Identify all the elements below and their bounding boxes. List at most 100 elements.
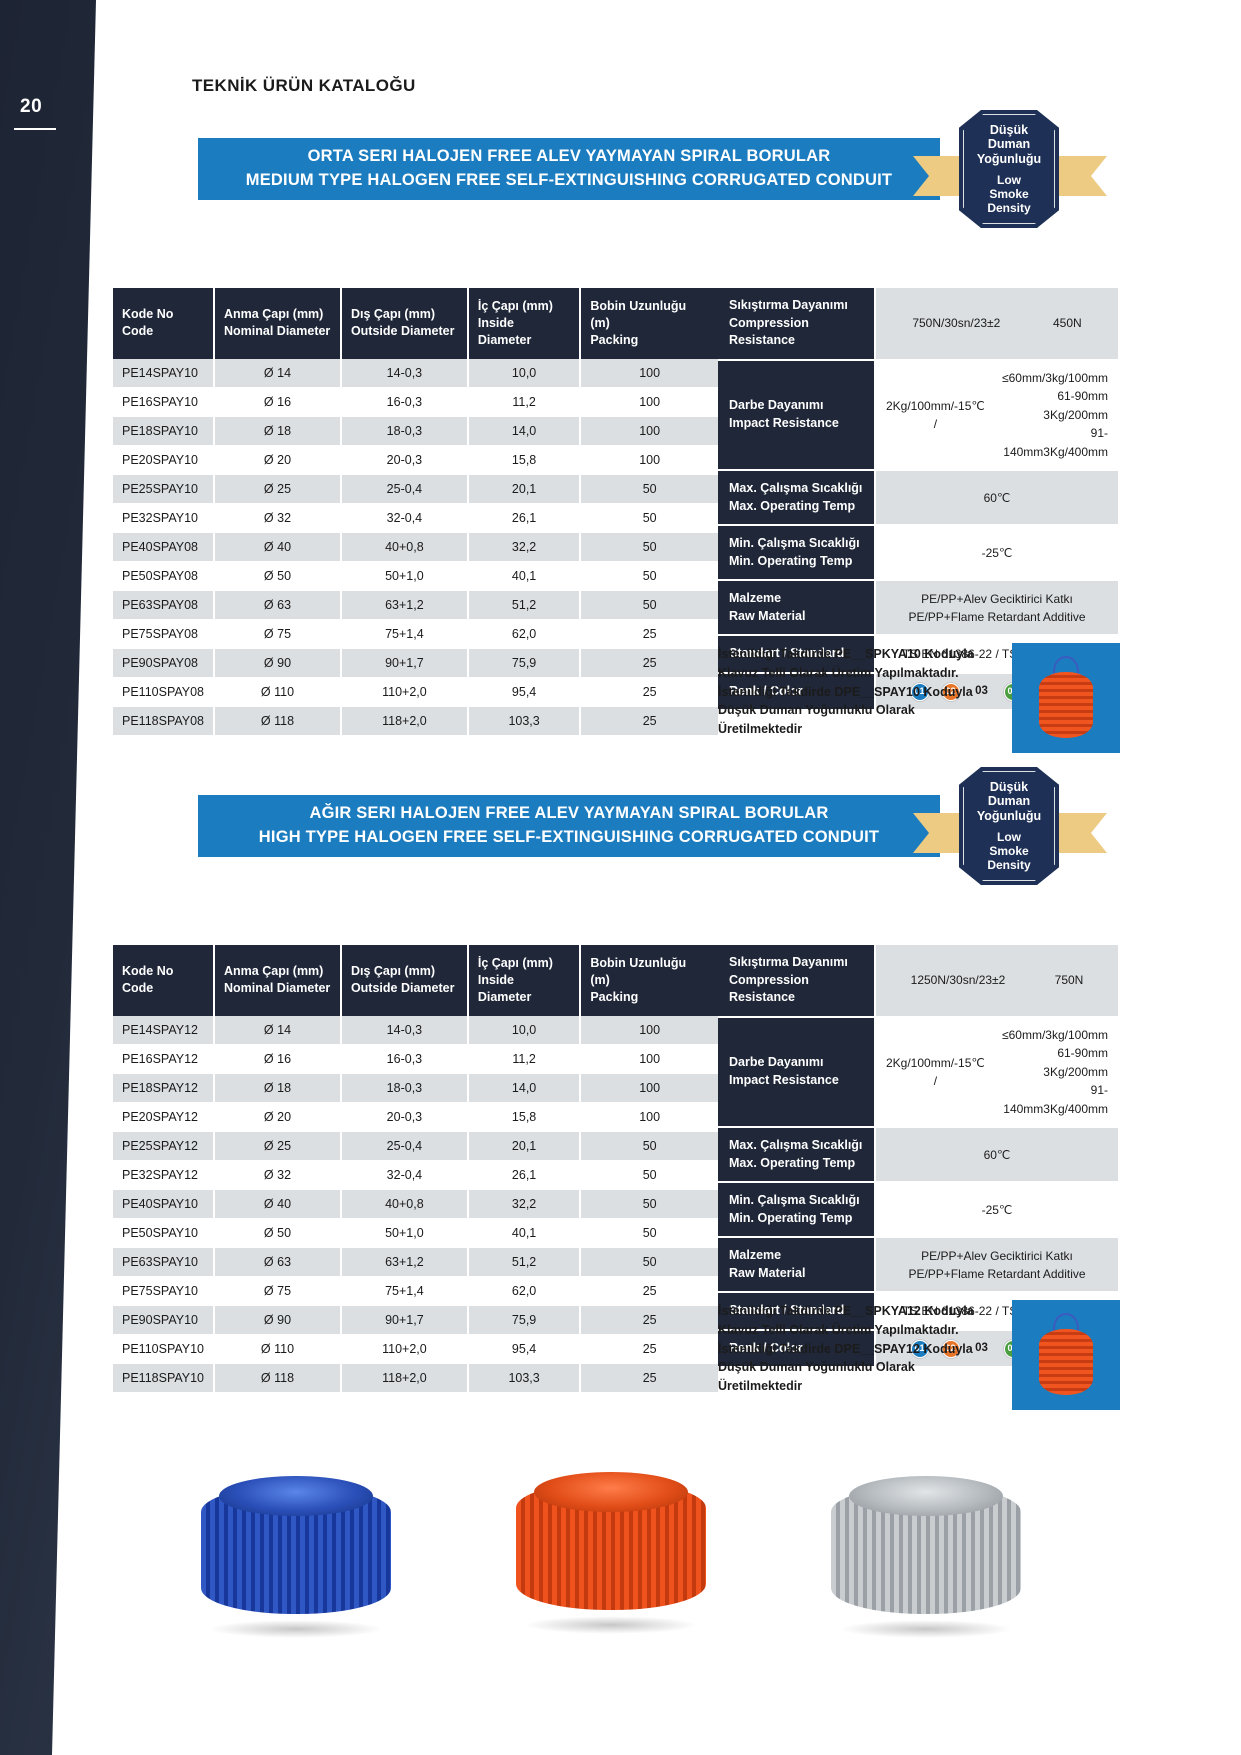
spec-value-compression: 750N/30sn/23±2 450N <box>875 288 1118 361</box>
section-2-banner-en: HIGH TYPE HALOGEN FREE SELF-EXTINGUISHIN… <box>258 828 880 846</box>
table-row: PE32SPAY12 Ø 32 32-0,4 26,1 50 <box>113 1160 718 1190</box>
table-row: PE14SPAY10 Ø 14 14-0,3 10,0 100 <box>113 358 718 388</box>
cell-4: 50 <box>580 1247 718 1277</box>
cell-3: 75,9 <box>467 1305 582 1335</box>
coil-guide-wire-icon <box>1053 656 1079 686</box>
badge-shield-icon: Düşük Duman Yoğunluğu Low Smoke Density <box>959 110 1059 228</box>
cell-4: 100 <box>580 358 718 388</box>
cell-4: 25 <box>580 1305 718 1335</box>
cell-0: PE18SPAY10 <box>113 416 216 446</box>
cell-1: Ø 75 <box>214 619 342 649</box>
cell-2: 20-0,3 <box>340 445 469 475</box>
cell-2: 20-0,3 <box>340 1102 469 1132</box>
section-1-low-smoke-badge: Düşük Duman Yoğunluğu Low Smoke Density <box>913 110 1085 230</box>
spec-label-impact: Darbe Dayanımı Impact Resistance <box>718 359 876 472</box>
section-1-banner-tr: ORTA SERI HALOJEN FREE ALEV YAYMAYAN SPI… <box>307 147 831 166</box>
cell-1: Ø 63 <box>214 1247 342 1277</box>
spec-label-material: Malzeme Raw Material <box>718 580 876 637</box>
table-header-row: Kode No Code Anma Çapı (mm) Nominal Diam… <box>113 288 718 359</box>
cell-0: PE118SPAY08 <box>113 706 216 736</box>
cell-2: 63+1,2 <box>340 1247 469 1277</box>
cell-3: 51,2 <box>467 1247 582 1277</box>
table-row: PE63SPAY08 Ø 63 63+1,2 51,2 50 <box>113 590 718 620</box>
col-nominal-diameter: Anma Çapı (mm) Nominal Diameter <box>214 945 342 1016</box>
cell-0: PE20SPAY10 <box>113 445 216 475</box>
cell-2: 16-0,3 <box>340 1044 469 1074</box>
cell-4: 25 <box>580 1334 718 1364</box>
cell-4: 25 <box>580 619 718 649</box>
color-option-03[interactable]: 03 <box>975 685 988 698</box>
cell-4: 50 <box>580 561 718 591</box>
cell-2: 18-0,3 <box>340 416 469 446</box>
note-line-1: Klavuz Telli Olarak Üretim Yapılmaktadır… <box>718 1322 959 1337</box>
cell-3: 26,1 <box>467 1160 582 1190</box>
color-option-02[interactable]: 02 <box>941 1339 960 1358</box>
cell-4: 100 <box>580 1073 718 1103</box>
color-option-01[interactable]: 01 <box>910 1339 929 1358</box>
bottom-product-gallery <box>96 1430 1241 1690</box>
badge-text-en: Low Smoke Density <box>987 173 1030 215</box>
section-2-product-photo <box>1012 1300 1120 1410</box>
spec-value-standard: TS EN 61386-22 / TS EN 61386-24 <box>875 635 1118 674</box>
cell-1: Ø 110 <box>214 1334 342 1364</box>
cell-4: 25 <box>580 677 718 707</box>
spec-label-max-temp: Max. Çalışma Sıcaklığı Max. Operating Te… <box>718 470 876 527</box>
cell-0: PE32SPAY12 <box>113 1160 216 1190</box>
cell-3: 10,0 <box>467 358 582 388</box>
section-2-spec-panel: Sıkıştırma Dayanımı Compression Resistan… <box>718 945 1118 1369</box>
compression-value-left: 750N/30sn/23±2 <box>912 316 1001 331</box>
table-row: PE90SPAY10 Ø 90 90+1,7 75,9 25 <box>113 1305 718 1335</box>
spec-row-max-temp: Max. Çalışma Sıcaklığı Max. Operating Te… <box>718 1127 1118 1184</box>
col-outside-diameter: Dış Çapı (mm) Outside Diameter <box>340 945 469 1016</box>
cell-1: Ø 16 <box>214 1044 342 1074</box>
note-line-4: Üretilmektedir <box>718 722 803 736</box>
cell-2: 118+2,0 <box>340 1363 469 1393</box>
cell-2: 63+1,2 <box>340 590 469 620</box>
spec-value-impact: 2Kg/100mm/-15℃ / ≤60mm/3kg/100mm 61-90mm… <box>875 359 1118 472</box>
spec-value-max-temp: 60℃ <box>875 1127 1118 1184</box>
coil-top <box>534 1472 688 1512</box>
compression-value-right: 750N <box>1054 973 1084 988</box>
cell-2: 40+0,8 <box>340 532 469 562</box>
col-inside-diameter: İç Çapı (mm) Inside Diameter <box>467 288 582 359</box>
cell-3: 15,8 <box>467 1102 582 1132</box>
cell-3: 11,2 <box>467 1044 582 1074</box>
cell-3: 15,8 <box>467 445 582 475</box>
cell-1: Ø 118 <box>214 706 342 736</box>
cell-4: 100 <box>580 387 718 417</box>
cell-2: 75+1,4 <box>340 1276 469 1306</box>
section-1-table-body: PE14SPAY10 Ø 14 14-0,3 10,0 100 PE16SPAY10 Ø 1… <box>113 358 718 736</box>
cell-3: 95,4 <box>467 677 582 707</box>
note-line-1: Klavuz Telli Olarak Üretim Yapılmaktadır… <box>718 665 959 680</box>
color-option-01[interactable]: 01 <box>910 682 929 701</box>
coil-shadow <box>839 1620 1013 1638</box>
badge-shield-icon: Düşük Duman Yoğunluğu Low Smoke Density <box>959 767 1059 885</box>
cell-2: 118+2,0 <box>340 706 469 736</box>
color-option-02[interactable]: 02 <box>941 682 960 701</box>
impact-value-left: 2Kg/100mm/-15℃ / <box>886 398 985 431</box>
cell-3: 14,0 <box>467 416 582 446</box>
badge-en-line2: Smoke <box>989 844 1029 859</box>
cell-0: PE110SPAY08 <box>113 677 216 707</box>
compression-value-left: 1250N/30sn/23±2 <box>910 973 1006 988</box>
spec-label-min-temp: Min. Çalışma Sıcaklığı Min. Operating Te… <box>718 525 876 582</box>
cell-4: 50 <box>580 590 718 620</box>
badge-text-tr: Düşük Duman Yoğunluğu <box>977 780 1041 824</box>
table-row: PE118SPAY08 Ø 118 118+2,0 103,3 25 <box>113 706 718 736</box>
note-line-2: İstenildiği Takdirde DPE__SPAY12 Koduyla <box>718 1341 973 1356</box>
spec-value-max-temp: 60℃ <box>875 470 1118 527</box>
cell-4: 100 <box>580 416 718 446</box>
red-coil-image <box>1033 1313 1099 1397</box>
cell-4: 25 <box>580 648 718 678</box>
table-row: PE50SPAY08 Ø 50 50+1,0 40,1 50 <box>113 561 718 591</box>
cell-1: Ø 18 <box>214 1073 342 1103</box>
cell-0: PE25SPAY10 <box>113 474 216 504</box>
spec-label-min-temp: Min. Çalışma Sıcaklığı Min. Operating Te… <box>718 1182 876 1239</box>
cell-0: PE40SPAY08 <box>113 532 216 562</box>
spec-row-impact: Darbe Dayanımı Impact Resistance 2Kg/100… <box>718 359 1118 472</box>
color-option-03[interactable]: 03 <box>975 1342 988 1355</box>
spec-value-material: PE/PP+Alev Geciktirici Katkı PE/PP+Flame… <box>875 1237 1118 1294</box>
spec-row-material: Malzeme Raw Material PE/PP+Alev Geciktir… <box>718 580 1118 637</box>
note-line-2: İstenildiği Takdirde DPE__SPAY10 Koduyla <box>718 684 973 699</box>
cell-4: 100 <box>580 1044 718 1074</box>
